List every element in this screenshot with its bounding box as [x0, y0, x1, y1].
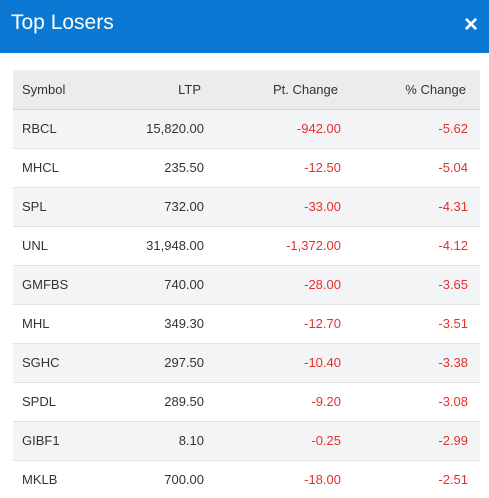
cell-pt-change: -18.00 — [217, 460, 348, 498]
cell-pt-change: -9.20 — [217, 382, 348, 422]
top-losers-table-container: Symbol LTP Pt. Change % Change RBCL 15,8… — [13, 70, 480, 498]
table-row[interactable]: SPDL 289.50 -9.20 -3.08 — [13, 382, 480, 422]
cell-ltp: 289.50 — [105, 382, 217, 422]
cell-ltp: 349.30 — [105, 304, 217, 344]
table-row[interactable]: UNL 31,948.00 -1,372.00 -4.12 — [13, 226, 480, 266]
table-row[interactable]: MHL 349.30 -12.70 -3.51 — [13, 304, 480, 344]
cell-symbol[interactable]: UNL — [13, 226, 105, 266]
cell-ltp: 700.00 — [105, 460, 217, 498]
cell-symbol[interactable]: MHCL — [13, 148, 105, 188]
table-row[interactable]: MKLB 700.00 -18.00 -2.51 — [13, 460, 480, 498]
cell-pct-change: -5.04 — [348, 148, 480, 188]
cell-pct-change: -3.08 — [348, 382, 480, 422]
cell-pct-change: -4.31 — [348, 187, 480, 227]
cell-ltp: 732.00 — [105, 187, 217, 227]
cell-pt-change: -28.00 — [217, 265, 348, 305]
cell-pct-change: -4.12 — [348, 226, 480, 266]
cell-symbol[interactable]: GIBF1 — [13, 421, 105, 461]
table-row[interactable]: GIBF1 8.10 -0.25 -2.99 — [13, 421, 480, 461]
cell-pt-change: -33.00 — [217, 187, 348, 227]
column-header-pt-change[interactable]: Pt. Change — [217, 70, 348, 110]
cell-symbol[interactable]: SGHC — [13, 343, 105, 383]
table-row[interactable]: MHCL 235.50 -12.50 -5.04 — [13, 148, 480, 188]
cell-pct-change: -2.51 — [348, 460, 480, 498]
cell-ltp: 8.10 — [105, 421, 217, 461]
cell-ltp: 235.50 — [105, 148, 217, 188]
table-body: RBCL 15,820.00 -942.00 -5.62 MHCL 235.50… — [13, 109, 480, 498]
cell-symbol[interactable]: SPDL — [13, 382, 105, 422]
cell-symbol[interactable]: SPL — [13, 187, 105, 227]
cell-pt-change: -942.00 — [217, 109, 348, 149]
cell-ltp: 31,948.00 — [105, 226, 217, 266]
table-row[interactable]: SGHC 297.50 -10.40 -3.38 — [13, 343, 480, 383]
column-header-pct-change[interactable]: % Change — [348, 70, 480, 110]
close-icon[interactable]: × — [463, 11, 478, 38]
table-row[interactable]: RBCL 15,820.00 -942.00 -5.62 — [13, 109, 480, 149]
cell-pct-change: -5.62 — [348, 109, 480, 149]
column-header-ltp[interactable]: LTP — [105, 70, 217, 110]
cell-pt-change: -12.70 — [217, 304, 348, 344]
top-losers-table: Symbol LTP Pt. Change % Change RBCL 15,8… — [13, 70, 480, 498]
cell-pt-change: -12.50 — [217, 148, 348, 188]
cell-pct-change: -3.51 — [348, 304, 480, 344]
modal-title: Top Losers — [11, 11, 114, 34]
cell-symbol[interactable]: RBCL — [13, 109, 105, 149]
cell-ltp: 740.00 — [105, 265, 217, 305]
modal-header: Top Losers × — [0, 0, 489, 53]
cell-pct-change: -3.38 — [348, 343, 480, 383]
cell-ltp: 15,820.00 — [105, 109, 217, 149]
table-row[interactable]: SPL 732.00 -33.00 -4.31 — [13, 187, 480, 227]
cell-symbol[interactable]: MHL — [13, 304, 105, 344]
table-row[interactable]: GMFBS 740.00 -28.00 -3.65 — [13, 265, 480, 305]
cell-ltp: 297.50 — [105, 343, 217, 383]
cell-symbol[interactable]: GMFBS — [13, 265, 105, 305]
cell-pt-change: -10.40 — [217, 343, 348, 383]
cell-symbol[interactable]: MKLB — [13, 460, 105, 498]
cell-pt-change: -0.25 — [217, 421, 348, 461]
cell-pt-change: -1,372.00 — [217, 226, 348, 266]
cell-pct-change: -3.65 — [348, 265, 480, 305]
table-header-row: Symbol LTP Pt. Change % Change — [13, 70, 480, 110]
column-header-symbol[interactable]: Symbol — [13, 70, 105, 110]
cell-pct-change: -2.99 — [348, 421, 480, 461]
